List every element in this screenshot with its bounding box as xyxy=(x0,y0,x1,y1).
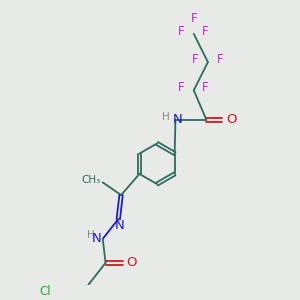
Text: F: F xyxy=(191,12,198,25)
Text: H: H xyxy=(87,230,95,241)
Text: N: N xyxy=(115,219,124,232)
Text: F: F xyxy=(192,53,199,66)
Text: H: H xyxy=(162,112,170,122)
Text: N: N xyxy=(173,113,183,127)
Text: N: N xyxy=(92,232,102,245)
Text: F: F xyxy=(216,53,223,66)
Text: F: F xyxy=(178,25,184,38)
Text: O: O xyxy=(126,256,137,269)
Text: F: F xyxy=(202,81,209,94)
Text: F: F xyxy=(202,25,209,38)
Text: O: O xyxy=(226,113,236,127)
Text: Cl: Cl xyxy=(39,286,51,298)
Text: CH₃: CH₃ xyxy=(81,175,101,184)
Text: F: F xyxy=(178,81,184,94)
